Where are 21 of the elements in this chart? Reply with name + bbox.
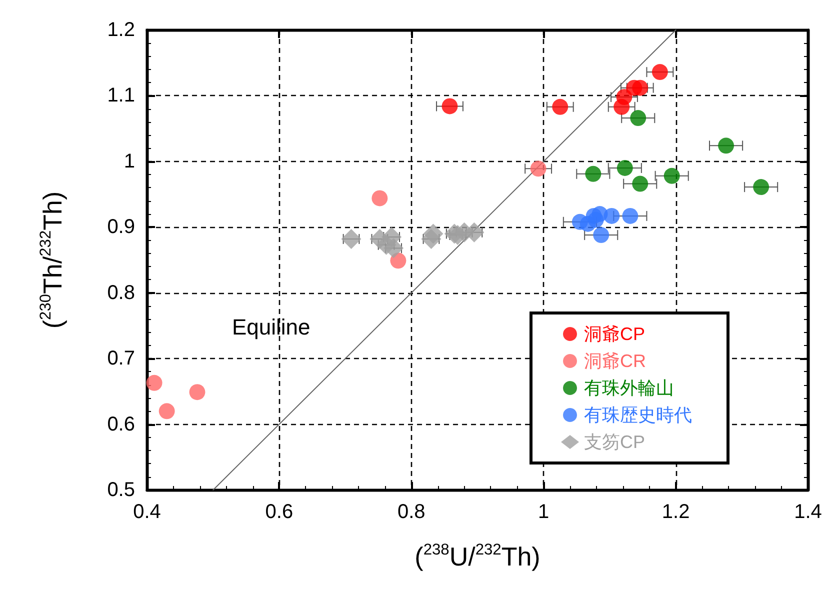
annotation: Equiline [232, 314, 310, 340]
y-tick-label: 0.6 [107, 413, 135, 436]
legend-label: 支笏CP [584, 432, 646, 452]
x-tick-label: 0.8 [397, 501, 426, 523]
y-tick-label: 0.9 [107, 216, 135, 238]
x-tick-label: 0.4 [133, 501, 161, 523]
legend-label: 洞爺CP [584, 324, 646, 344]
y-tick-label: 1.2 [107, 19, 135, 41]
y-axis-title: (230Th/232Th) [38, 191, 68, 329]
x-tick-label: 0.6 [265, 501, 294, 523]
y-tick-label: 1 [124, 150, 135, 172]
y-tick-label: 0.8 [107, 282, 135, 304]
y-tick-label: 0.7 [107, 348, 135, 370]
legend-label: 有珠歴史時代 [584, 405, 692, 425]
x-tick-label: 1.2 [662, 501, 690, 523]
x-tick-label: 1.4 [794, 501, 822, 523]
y-tick-label: 0.5 [107, 479, 135, 501]
x-tick-label: 1 [538, 501, 550, 523]
y-tick-label: 1.1 [107, 84, 135, 107]
legend-label: 有珠外輪山 [584, 378, 674, 398]
legend-label: 洞爺CR [584, 351, 646, 371]
